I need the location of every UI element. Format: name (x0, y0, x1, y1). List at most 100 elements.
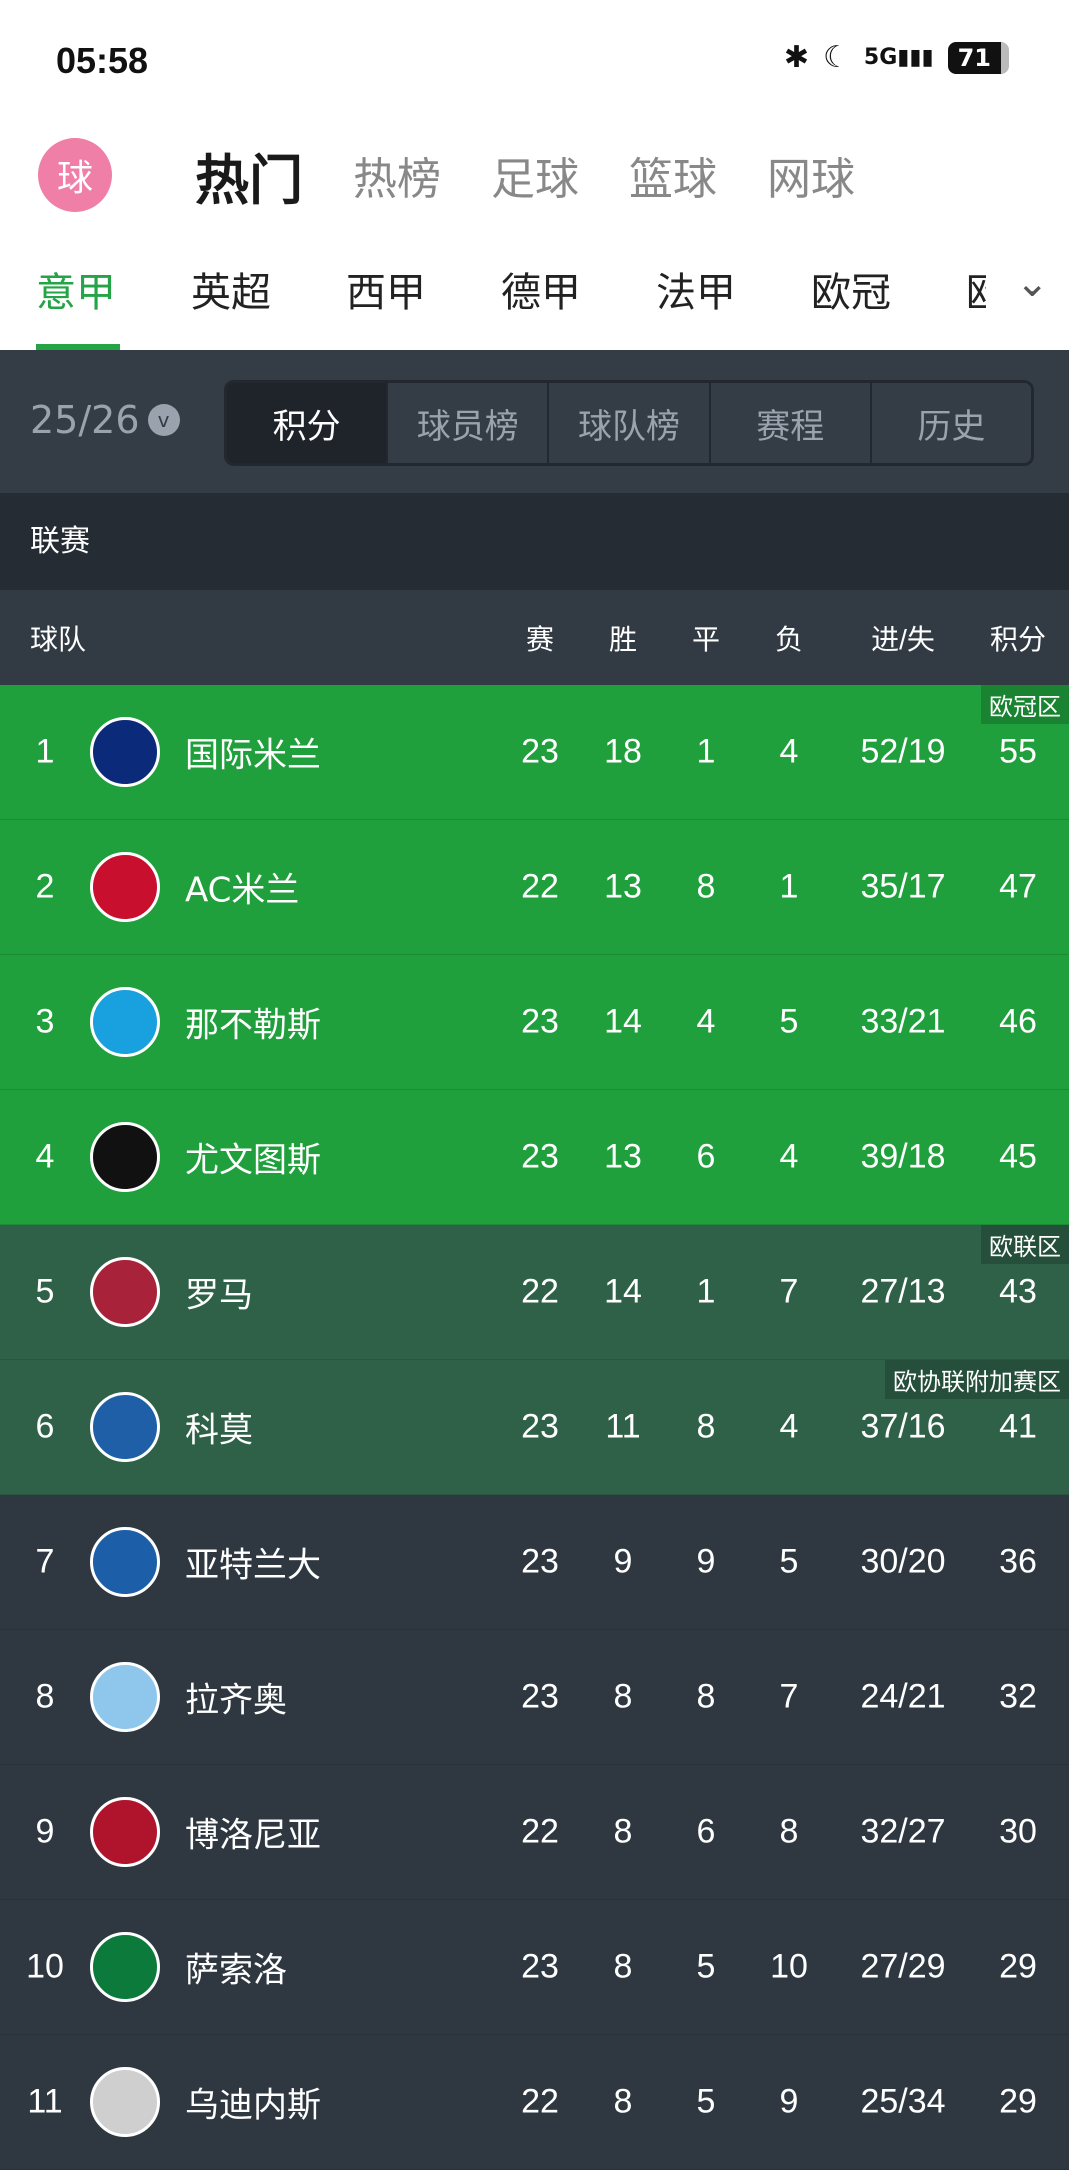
table-row[interactable]: 11 乌迪内斯 22 8 5 9 25/34 29 (0, 2035, 1069, 2170)
table-row[interactable]: 7 亚特兰大 23 9 9 5 30/20 36 (0, 1495, 1069, 1630)
stat-l: 10 (770, 1947, 808, 1986)
table-row[interactable]: 8 拉齐奥 23 8 8 7 24/21 32 (0, 1630, 1069, 1765)
stat-pts: 46 (999, 1002, 1037, 1041)
stat-d: 5 (696, 2082, 716, 2121)
team-crest-icon (90, 1662, 160, 1732)
rank: 11 (27, 2082, 63, 2121)
league-tab[interactable]: 英超 (191, 270, 271, 316)
stat-d: 8 (696, 867, 716, 906)
stat-g: 24/21 (860, 1677, 946, 1716)
stat-d: 4 (696, 1002, 716, 1041)
league-tab[interactable]: 法甲 (656, 270, 736, 316)
stat-g: 52/19 (860, 732, 946, 771)
zone-badge: 欧联区 (981, 1225, 1069, 1264)
stat-w: 14 (604, 1002, 642, 1041)
stat-l: 5 (779, 1002, 799, 1041)
stat-g: 32/27 (860, 1812, 946, 1851)
stat-p: 23 (521, 732, 559, 771)
stat-pts: 41 (999, 1407, 1037, 1446)
team-name: 亚特兰大 (185, 1545, 321, 1586)
season-selector[interactable]: 25/26 v (30, 398, 180, 442)
league-tab[interactable]: 意甲 (36, 270, 116, 316)
bluetooth-icon: ✱ (783, 40, 809, 75)
league-tab[interactable]: 西甲 (346, 270, 426, 316)
league-tab[interactable]: 欧 (966, 260, 986, 318)
rank: 9 (35, 1812, 55, 1851)
view-tab[interactable]: 历史 (869, 383, 1031, 463)
league-tab[interactable]: 德甲 (501, 270, 581, 316)
zone-badge: 欧协联附加赛区 (885, 1360, 1069, 1399)
stat-w: 18 (604, 732, 642, 771)
standings-table: 1 国际米兰 23 18 1 4 52/19 55 欧冠区 2 AC米兰 22 13 8 1 35/17 47 3… (0, 685, 1069, 2170)
view-tab[interactable]: 球队榜 (547, 383, 709, 463)
stat-w: 11 (605, 1407, 641, 1446)
table-row[interactable]: 3 那不勒斯 23 14 4 5 33/21 46 (0, 955, 1069, 1090)
table-row[interactable]: 9 博洛尼亚 22 8 6 8 32/27 30 (0, 1765, 1069, 1900)
view-tab[interactable]: 赛程 (708, 383, 870, 463)
league-tab[interactable]: 欧冠 (811, 270, 891, 316)
chevron-down-icon[interactable]: ⌄ (1015, 260, 1049, 306)
stat-pts: 36 (999, 1542, 1037, 1581)
view-tab[interactable]: 积分 (227, 383, 387, 463)
nav-tab[interactable]: 网球 (767, 154, 855, 205)
team-crest-icon (90, 717, 160, 787)
team-crest-icon (90, 2067, 160, 2137)
stat-d: 8 (696, 1407, 716, 1446)
table-row[interactable]: 5 罗马 22 14 1 7 27/13 43 欧联区 (0, 1225, 1069, 1360)
stat-d: 8 (696, 1677, 716, 1716)
rank: 1 (35, 732, 55, 771)
rank: 3 (35, 1002, 55, 1041)
table-row[interactable]: 6 科莫 23 11 8 4 37/16 41 欧协联附加赛区 (0, 1360, 1069, 1495)
view-tab[interactable]: 球员榜 (386, 383, 548, 463)
stat-g: 33/21 (860, 1002, 946, 1041)
nav-tab[interactable]: 热榜 (353, 154, 441, 205)
table-row[interactable]: 4 尤文图斯 23 13 6 4 39/18 45 (0, 1090, 1069, 1225)
stat-l: 9 (779, 2082, 799, 2121)
stat-w: 9 (613, 1542, 633, 1581)
stat-l: 4 (779, 732, 799, 771)
stat-pts: 45 (999, 1137, 1037, 1176)
stat-l: 4 (779, 1137, 799, 1176)
team-name: AC米兰 (185, 870, 300, 911)
stat-p: 22 (521, 867, 559, 906)
stat-l: 1 (779, 867, 799, 906)
stat-g: 30/20 (860, 1542, 946, 1581)
stat-p: 22 (521, 1812, 559, 1851)
stat-g: 27/13 (860, 1272, 946, 1311)
table-row[interactable]: 10 萨索洛 23 8 5 10 27/29 29 (0, 1900, 1069, 2035)
header-goals: 进/失 (871, 623, 935, 655)
team-name: 乌迪内斯 (185, 2085, 321, 2126)
stat-w: 8 (613, 1947, 633, 1986)
header-draw: 平 (691, 623, 721, 655)
header-points: 积分 (989, 623, 1047, 655)
nav-tab[interactable]: 篮球 (629, 154, 717, 205)
header-win: 胜 (608, 623, 638, 655)
chevron-down-icon: v (147, 404, 180, 436)
stat-pts: 43 (999, 1272, 1037, 1311)
stat-d: 1 (696, 732, 716, 771)
rank: 5 (35, 1272, 55, 1311)
section-label: 联赛 (0, 493, 1069, 590)
team-name: 萨索洛 (185, 1950, 287, 1991)
team-crest-icon (90, 1797, 160, 1867)
view-tabs: 积分 球员榜 球队榜 赛程 历史 (224, 380, 1034, 466)
nav-tab[interactable]: 足球 (491, 154, 579, 205)
nav-tab[interactable]: 热门 (195, 148, 303, 212)
stat-l: 7 (779, 1677, 799, 1716)
team-crest-icon (90, 1392, 160, 1462)
header-played: 赛 (525, 623, 555, 655)
table-row[interactable]: 1 国际米兰 23 18 1 4 52/19 55 欧冠区 (0, 685, 1069, 820)
table-row[interactable]: 2 AC米兰 22 13 8 1 35/17 47 (0, 820, 1069, 955)
stat-pts: 47 (999, 867, 1037, 906)
stat-d: 5 (696, 1947, 716, 1986)
team-name: 罗马 (185, 1275, 253, 1316)
stat-p: 22 (521, 1272, 559, 1311)
stat-p: 22 (521, 2082, 559, 2121)
stat-g: 39/18 (860, 1137, 946, 1176)
app-logo[interactable]: 球 (38, 138, 112, 212)
rank: 6 (35, 1407, 55, 1446)
stat-g: 25/34 (860, 2082, 946, 2121)
team-name: 尤文图斯 (185, 1140, 321, 1181)
header-team: 球队 (30, 622, 87, 656)
table-header: 球队 赛 胜 平 负 进/失 积分 (0, 590, 1069, 685)
